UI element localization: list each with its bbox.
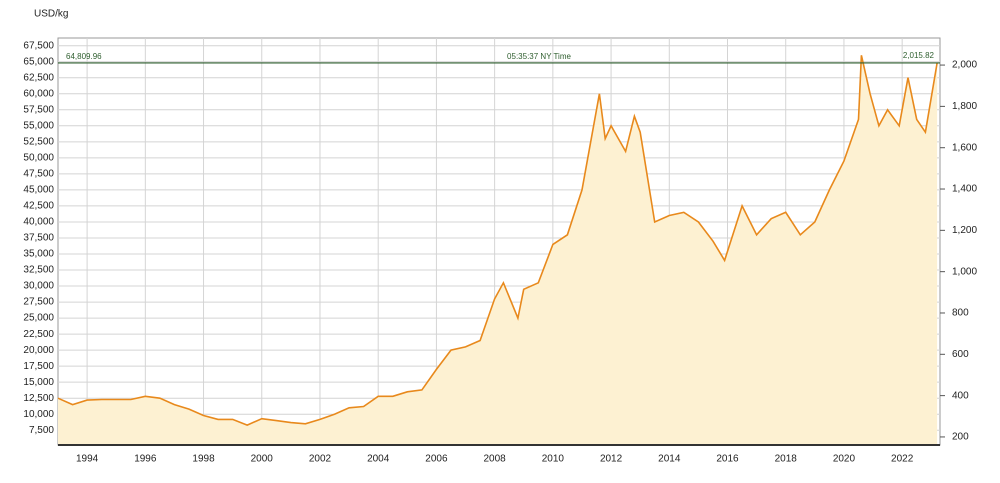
x-tick-label: 2002: [309, 454, 332, 465]
y-tick-label: 65,000: [23, 56, 54, 67]
y2-tick-label: 1,000: [952, 266, 977, 277]
y-tick-label: 22,500: [23, 329, 54, 340]
y-tick-label: 57,500: [23, 104, 54, 115]
y2-tick-label: 200: [952, 432, 969, 443]
price2-label: 2,015.82: [903, 51, 935, 60]
y-tick-label: 60,000: [23, 88, 54, 99]
y-tick-label: 35,000: [23, 249, 54, 260]
y-tick-label: 47,500: [23, 169, 54, 180]
y-tick-label: 15,000: [23, 377, 54, 388]
y-tick-label: 62,500: [23, 72, 54, 83]
area: [58, 55, 938, 446]
y-tick-label: 17,500: [23, 361, 54, 372]
x-tick-label: 2016: [716, 454, 739, 465]
y-tick-label: 67,500: [23, 40, 54, 51]
y2-tick-label: 1,400: [952, 184, 977, 195]
y-tick-label: 25,000: [23, 313, 54, 324]
y-tick-label: 20,000: [23, 345, 54, 356]
x-tick-label: 2018: [775, 454, 798, 465]
line: [57, 55, 938, 426]
y-tick-label: 52,500: [23, 136, 54, 147]
x-tick-label: 2020: [833, 454, 856, 465]
x-tick-label: 2000: [251, 454, 274, 465]
y-tick-label: 42,500: [23, 201, 54, 212]
y-tick-label: 10,000: [23, 409, 54, 420]
x-tick-label: 2004: [367, 454, 390, 465]
y2-tick-label: 2,000: [952, 60, 977, 71]
x-tick-label: 1996: [134, 454, 157, 465]
x-tick-label: 2006: [425, 454, 448, 465]
price-label: 64,809.96: [66, 52, 102, 61]
y-tick-label: 37,500: [23, 233, 54, 244]
y-tick-label: 50,000: [23, 152, 54, 163]
y-tick-label: 27,500: [23, 297, 54, 308]
y-tick-label: 12,500: [23, 393, 54, 404]
x-tick-label: 1994: [76, 454, 99, 465]
x-tick-label: 2022: [891, 454, 914, 465]
time-label: 05:35:37 NY Time: [507, 52, 571, 61]
y2-tick-label: 1,200: [952, 225, 977, 236]
y2-tick-label: 1,800: [952, 101, 977, 112]
x-tick-label: 1998: [192, 454, 215, 465]
y-tick-label: 45,000: [23, 185, 54, 196]
x-tick-label: 2014: [658, 454, 681, 465]
y-tick-label: 40,000: [23, 217, 54, 228]
y-tick-label: 55,000: [23, 120, 54, 131]
y-tick-label: 32,500: [23, 265, 54, 276]
y2-tick-label: 1,600: [952, 142, 977, 153]
y-tick-label: 30,000: [23, 281, 54, 292]
x-tick-label: 2010: [542, 454, 565, 465]
y2-tick-label: 600: [952, 349, 969, 360]
y2-tick-label: 400: [952, 390, 969, 401]
y-axis-label: USD/kg: [34, 9, 68, 20]
x-tick-label: 2008: [484, 454, 507, 465]
y-tick-label: 7,500: [29, 425, 54, 436]
y2-tick-label: 800: [952, 308, 969, 319]
x-tick-label: 2012: [600, 454, 623, 465]
